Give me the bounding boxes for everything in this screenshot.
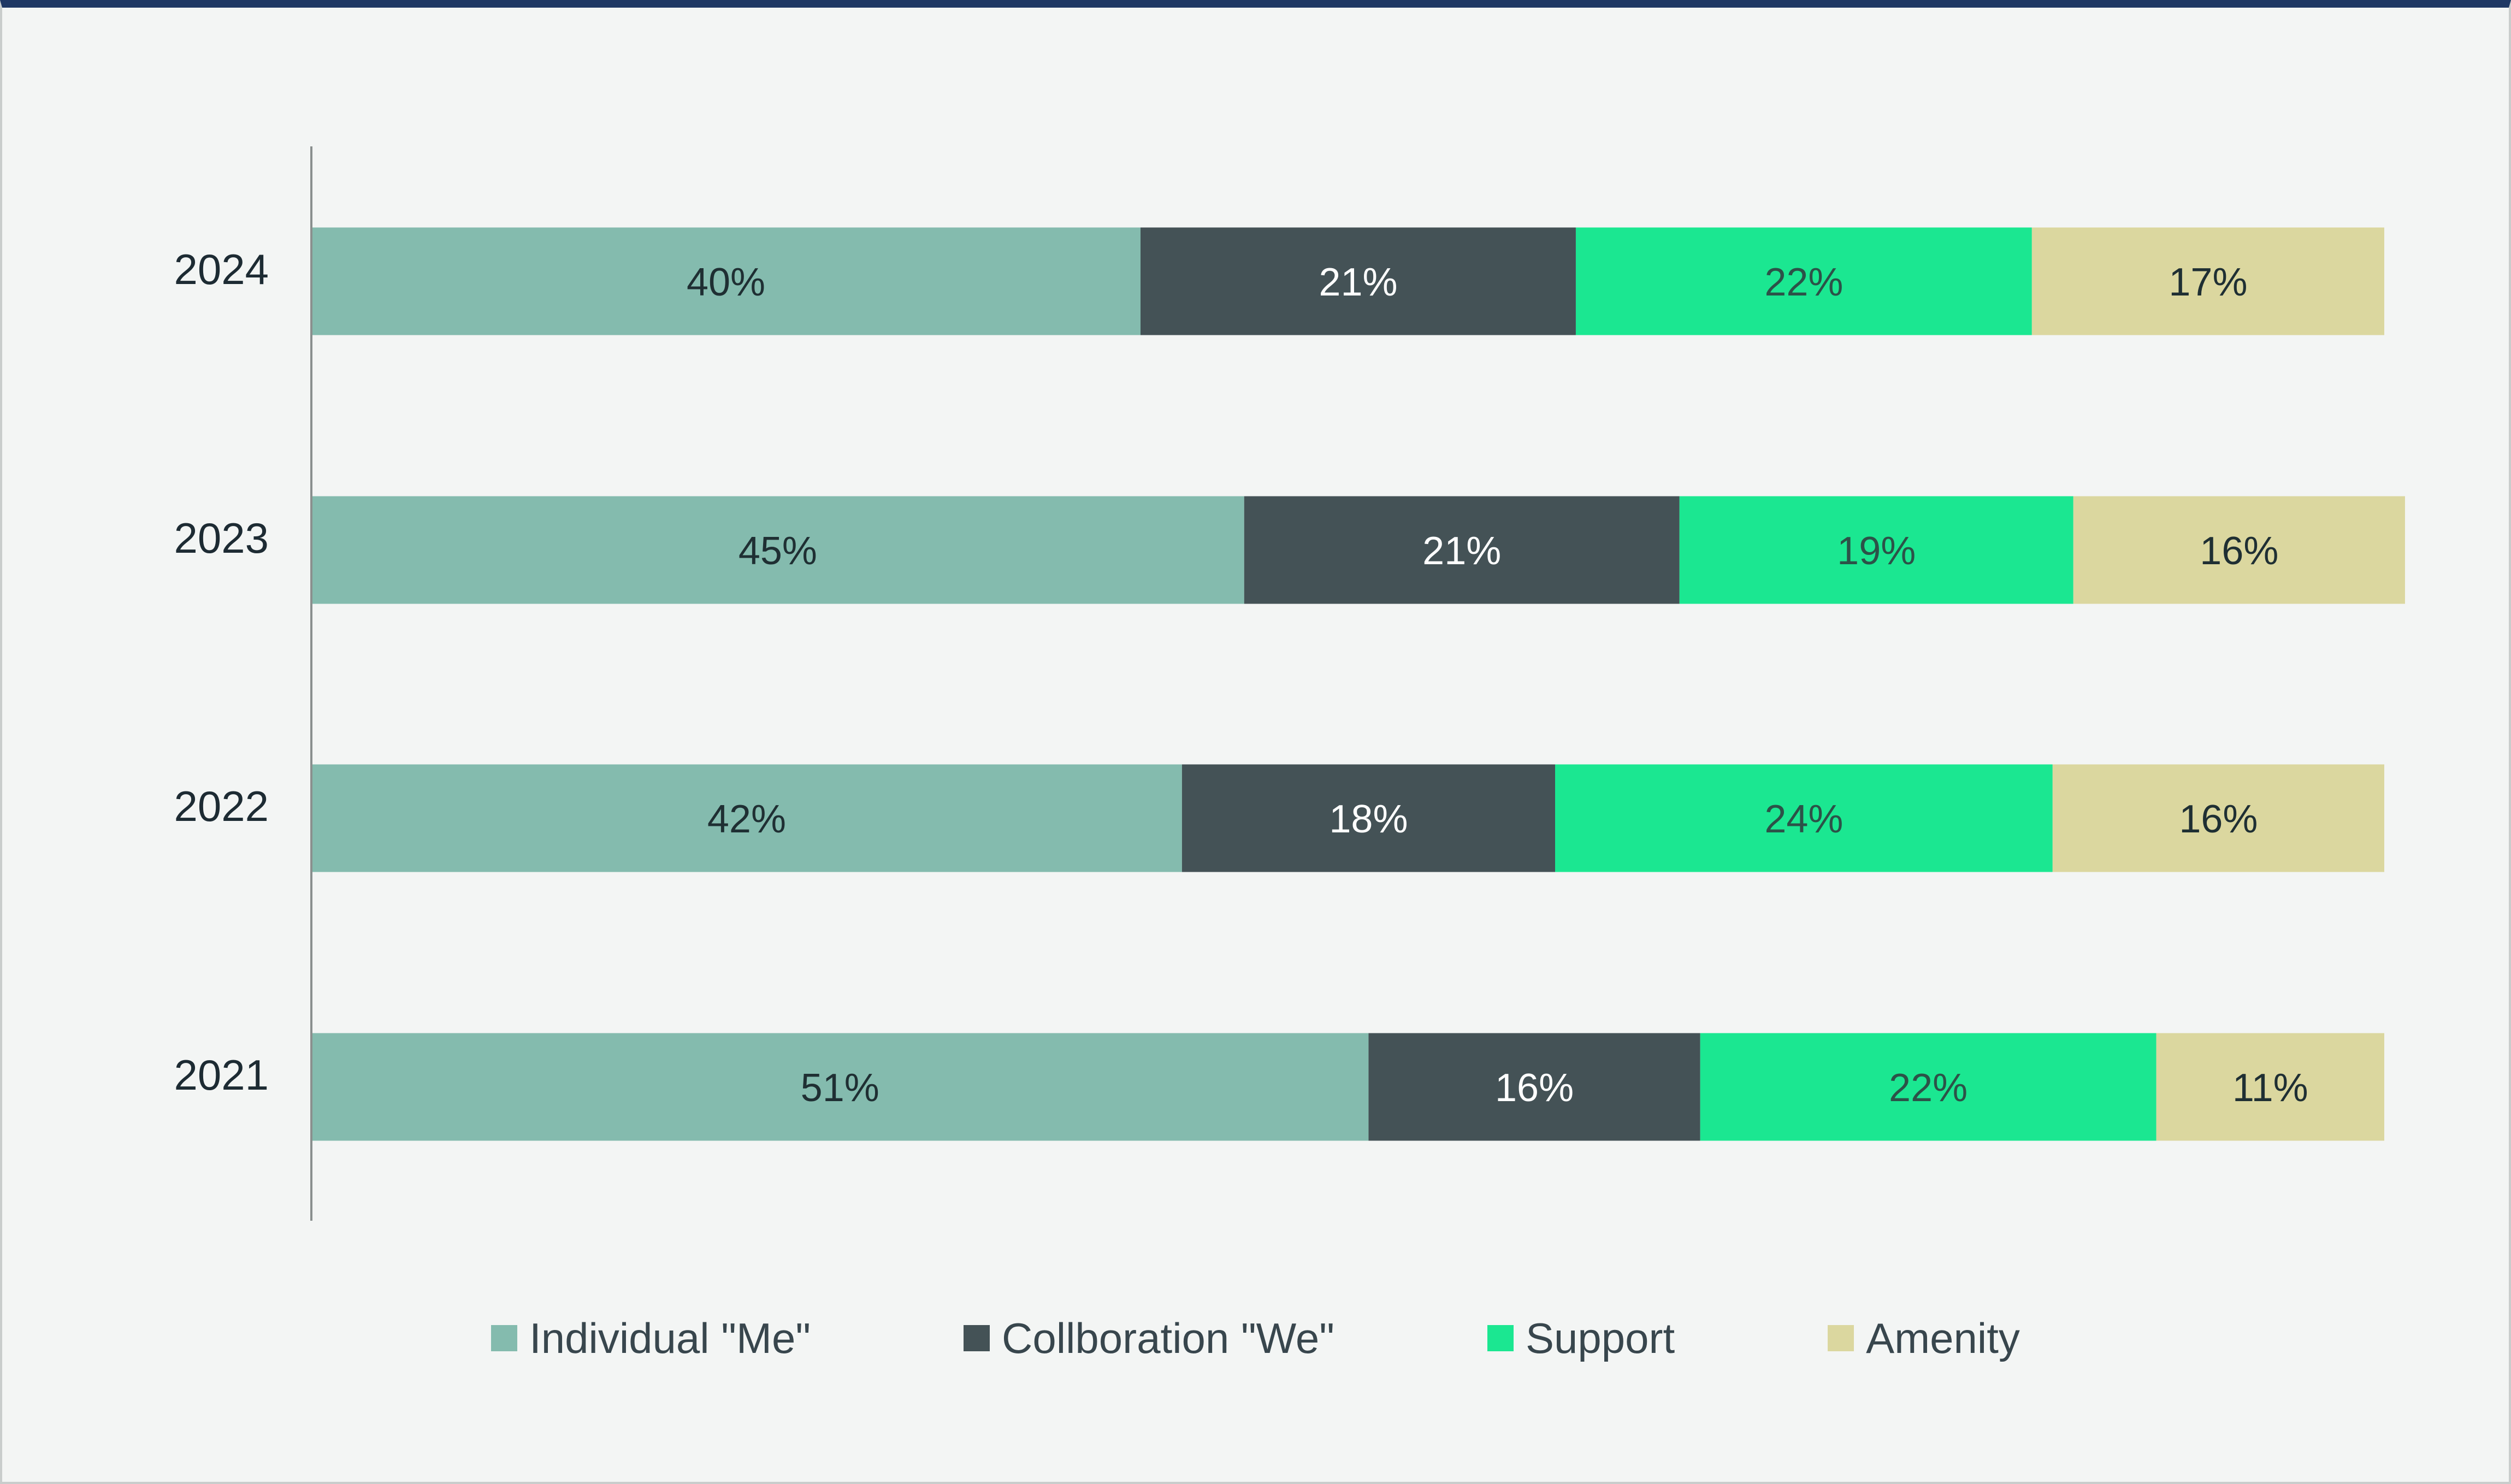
data-label: 22% (1889, 1066, 1968, 1110)
bar-segment (1244, 496, 1680, 604)
legend-item-collboration-we: Collboration "We" (964, 1314, 1334, 1363)
data-label: 11% (2232, 1066, 2308, 1110)
legend-swatch-support (1487, 1325, 1514, 1351)
category-label: 2021 (174, 1051, 269, 1099)
legend-swatch-collboration-we (964, 1325, 990, 1351)
data-label: 45% (738, 529, 817, 573)
data-label: 16% (2179, 797, 2258, 841)
legend-label-support: Support (1525, 1314, 1675, 1362)
legend-label-collboration-we: Collboration "We" (1002, 1314, 1334, 1362)
bar-segment (1555, 764, 2053, 872)
bar-segment (2073, 496, 2405, 604)
legend-item-amenity: Amenity (1828, 1314, 2020, 1363)
legend-item-support: Support (1487, 1314, 1675, 1363)
bar-segment (1181, 764, 1555, 872)
data-label: 42% (707, 797, 786, 841)
legend-swatch-amenity (1828, 1325, 1854, 1351)
bar-segment (2031, 227, 2384, 335)
bar-segment (1700, 1033, 2156, 1141)
category-label: 2022 (174, 782, 269, 830)
bar-segment (2156, 1033, 2384, 1141)
data-label: 18% (1329, 797, 1408, 841)
bar-segment (1141, 227, 1576, 335)
data-label: 22% (1764, 261, 1843, 304)
bar-segment (2052, 764, 2384, 872)
bar-segment (311, 1033, 1369, 1141)
category-label: 2024 (174, 245, 269, 293)
data-label: 21% (1422, 529, 1501, 573)
data-label: 51% (801, 1066, 879, 1110)
data-label: 19% (1837, 529, 1916, 573)
data-label: 24% (1764, 797, 1843, 841)
bar-segment (311, 496, 1244, 604)
bar-segment (1368, 1033, 1700, 1141)
chart-legend: Individual "Me" Collboration "We" Suppor… (0, 1308, 2511, 1368)
bar-segment (311, 227, 1141, 335)
data-label: 17% (2169, 261, 2247, 304)
data-label: 16% (1495, 1066, 1574, 1110)
legend-item-individual-me: Individual "Me" (491, 1314, 811, 1363)
data-label: 16% (2200, 529, 2278, 573)
legend-label-amenity: Amenity (1866, 1314, 2020, 1362)
data-label: 40% (687, 261, 765, 304)
category-label: 2023 (174, 514, 269, 562)
legend-swatch-individual-me (491, 1325, 518, 1351)
data-label: 21% (1319, 261, 1397, 304)
bar-segment (311, 764, 1182, 872)
legend-label-individual-me: Individual "Me" (529, 1314, 811, 1362)
bar-segment (1575, 227, 2032, 335)
bar-segment (1679, 496, 2073, 604)
